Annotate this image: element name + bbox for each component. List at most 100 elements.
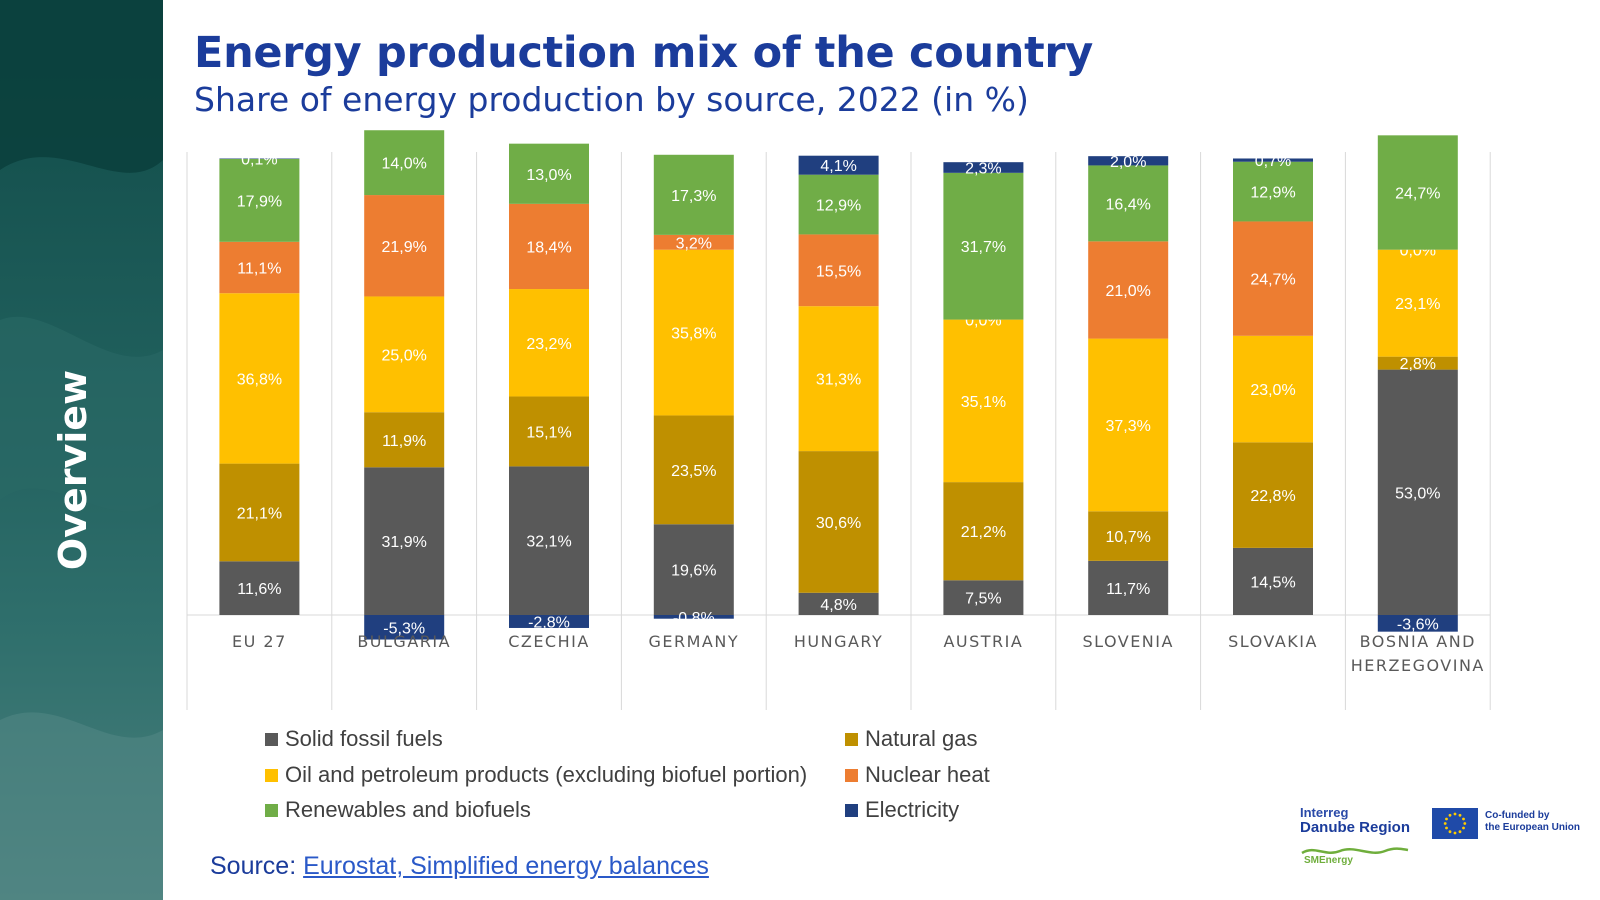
bar-segment-5-7 (1233, 158, 1313, 162)
bar-segment-5-2 (509, 615, 589, 628)
data-label: 37,3% (1106, 418, 1151, 435)
bar-segment-0-5 (943, 580, 1024, 615)
legend-label: Natural gas (865, 726, 978, 751)
bar-segment-5-6 (1088, 156, 1169, 166)
data-label: 17,9% (237, 193, 282, 210)
bar-segment-4-3 (653, 154, 734, 235)
legend-swatch (845, 803, 858, 817)
legend-label: Renewables and biofuels (285, 797, 531, 822)
legend-item: Electricity (845, 797, 959, 823)
data-label: 21,0% (1106, 283, 1151, 300)
data-label: 31,3% (816, 372, 861, 389)
bar-segment-2-7 (1233, 335, 1313, 443)
bar-segment-0-6 (1088, 560, 1169, 615)
bar-segment-0-1 (364, 467, 445, 615)
data-label: 18,4% (526, 239, 571, 256)
bar-segment-4-6 (1088, 165, 1169, 242)
legend-item: Oil and petroleum products (excluding bi… (265, 762, 807, 788)
bar-segment-3-1 (364, 195, 445, 297)
bar-segment-2-8 (1377, 249, 1458, 357)
data-label: 23,0% (1250, 382, 1295, 399)
data-label: 0,1% (241, 152, 277, 169)
data-label: 35,1% (961, 394, 1006, 411)
eu-cofunded-text: Co-funded by the European Union (1485, 810, 1580, 834)
data-label: 11,7% (1106, 581, 1150, 598)
data-label: 30,6% (816, 515, 861, 532)
data-label: 13,0% (526, 167, 571, 184)
data-label: 24,7% (1250, 272, 1295, 289)
legend-item: Solid fossil fuels (265, 726, 443, 752)
data-label: 22,8% (1250, 488, 1295, 505)
sidebar-wave-decoration (0, 0, 163, 900)
data-label: 24,7% (1395, 186, 1440, 203)
data-label: 21,9% (382, 239, 427, 256)
data-label: -3,6% (1397, 616, 1439, 633)
data-label: 21,1% (237, 505, 282, 522)
data-label: 15,5% (816, 263, 861, 280)
bar-segment-2-2 (509, 289, 589, 397)
legend-label: Electricity (865, 797, 960, 822)
data-label: 11,6% (237, 581, 281, 598)
data-label: 10,7% (1106, 529, 1151, 546)
data-label: -0,8% (673, 610, 715, 627)
data-label: 4,1% (820, 158, 856, 175)
data-label: 17,3% (671, 188, 716, 205)
legend-swatch (845, 732, 858, 746)
bar-segment-1-6 (1088, 511, 1169, 561)
bar-segment-0-0 (219, 561, 300, 615)
bar-segment-5-3 (653, 615, 734, 619)
interreg-logo-line1: Interreg (1300, 805, 1349, 820)
bar-segment-0-4 (798, 592, 879, 615)
bar-segment-4-4 (798, 174, 879, 235)
category-label: SLOVENIA (1082, 632, 1174, 651)
legend-swatch (265, 732, 278, 746)
eu-text-line1: Co-funded by (1485, 810, 1550, 821)
eu-text-line2: the European Union (1485, 822, 1580, 833)
interreg-logo: Interreg Danube Region (1300, 805, 1410, 835)
smenergy-logo: SMEnergy (1304, 855, 1353, 866)
bar-segment-5-5 (943, 162, 1024, 173)
source-link[interactable]: Eurostat, Simplified energy balances (303, 852, 709, 880)
bar-segment-1-3 (653, 415, 734, 525)
bar-segment-4-8 (1377, 135, 1458, 250)
legend-swatch (265, 803, 278, 817)
smenergy-wave-icon (1301, 847, 1409, 855)
data-label: 23,1% (1395, 296, 1440, 313)
bar-segment-2-3 (653, 249, 734, 416)
data-label: 7,5% (965, 591, 1001, 608)
bar-segment-0-2 (509, 466, 589, 615)
bar-segment-1-2 (509, 396, 589, 467)
category-label: GERMANY (648, 632, 739, 651)
data-label: 2,8% (1400, 356, 1436, 373)
data-label: 53,0% (1395, 485, 1440, 502)
partner-logos: Interreg Danube Region Co-funded by the … (1300, 805, 1600, 900)
data-label: 3,2% (676, 235, 712, 252)
bar-segment-2-5 (943, 319, 1024, 483)
legend-label: Nuclear heat (865, 762, 990, 787)
data-label: 25,0% (382, 347, 427, 364)
data-label: 12,9% (1250, 185, 1295, 202)
data-label: 2,3% (965, 161, 1001, 178)
data-label: 11,9% (382, 433, 426, 450)
data-label: 12,9% (816, 198, 861, 215)
data-label: 21,2% (961, 524, 1006, 541)
data-label: 19,6% (671, 563, 716, 580)
bar-segment-5-1 (364, 615, 445, 640)
bar-segment-1-5 (943, 482, 1024, 581)
data-label: -5,3% (383, 620, 425, 637)
source-line: Source: Eurostat, Simplified energy bala… (210, 852, 709, 881)
bar-segment-0-7 (1233, 547, 1313, 615)
legend-item: Nuclear heat (845, 762, 990, 788)
bar-segment-1-1 (364, 412, 445, 468)
bar-segment-4-0 (219, 158, 300, 242)
bar-segment-3-4 (798, 234, 879, 307)
legend-label: Oil and petroleum products (excluding bi… (285, 762, 808, 787)
category-label: EU 27 (232, 632, 287, 651)
page-subtitle: Share of energy production by source, 20… (194, 80, 1029, 119)
category-label: BOSNIA AND (1360, 632, 1476, 651)
sidebar: Overview (0, 0, 163, 900)
page-title: Energy production mix of the country (194, 28, 1093, 78)
bar-segment-1-8 (1377, 356, 1458, 370)
category-label: AUSTRIA (943, 632, 1023, 651)
bar-segment-4-1 (364, 130, 445, 196)
